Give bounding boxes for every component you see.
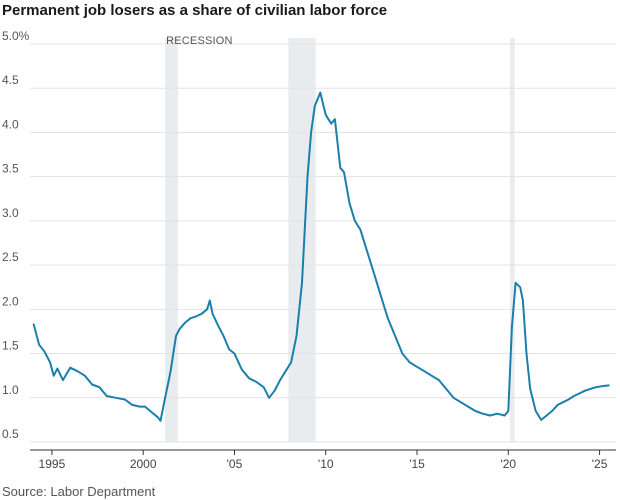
y-tick-label: 1.5 [2, 339, 19, 353]
x-tick-label: '05 [227, 457, 243, 471]
x-tick-label: '25 [592, 457, 608, 471]
source-note: Source: Labor Department [2, 484, 156, 499]
y-tick-label: 1.0 [2, 383, 19, 397]
y-tick-label: 5.0% [2, 29, 30, 43]
y-tick-label: 2.0 [2, 294, 19, 308]
recession-band-2 [288, 38, 316, 442]
series-line-1 [32, 91, 610, 422]
x-tick-label: '10 [318, 457, 334, 471]
y-tick-label: 0.5 [2, 427, 19, 441]
recession-band-1 [165, 38, 178, 442]
recession-annotation: RECESSION [166, 35, 233, 47]
series-layer [32, 91, 610, 422]
y-tick-label: 3.0 [2, 206, 19, 220]
y-tick-label: 4.5 [2, 73, 19, 87]
y-tick-label: 2.5 [2, 250, 19, 264]
recession-band-3 [510, 38, 515, 442]
y-tick-label: 4.0 [2, 117, 19, 131]
x-tick-label: '20 [500, 457, 516, 471]
y-tick-label: 3.5 [2, 162, 19, 176]
x-tick-label: 1995 [39, 457, 66, 471]
x-tick-label: 2000 [130, 457, 157, 471]
x-tick-label: '15 [409, 457, 425, 471]
gridlines [30, 43, 616, 443]
y-axis-ticks: 0.5 1.0 1.5 2.0 2.5 3.0 3.5 4.0 4.5 5.0% [2, 29, 30, 441]
recession-bands [165, 38, 515, 442]
chart-title: Permanent job losers as a share of civil… [2, 2, 388, 19]
x-axis-ticks: 1995 2000 '05 '10 '15 '20 '25 [30, 449, 616, 471]
